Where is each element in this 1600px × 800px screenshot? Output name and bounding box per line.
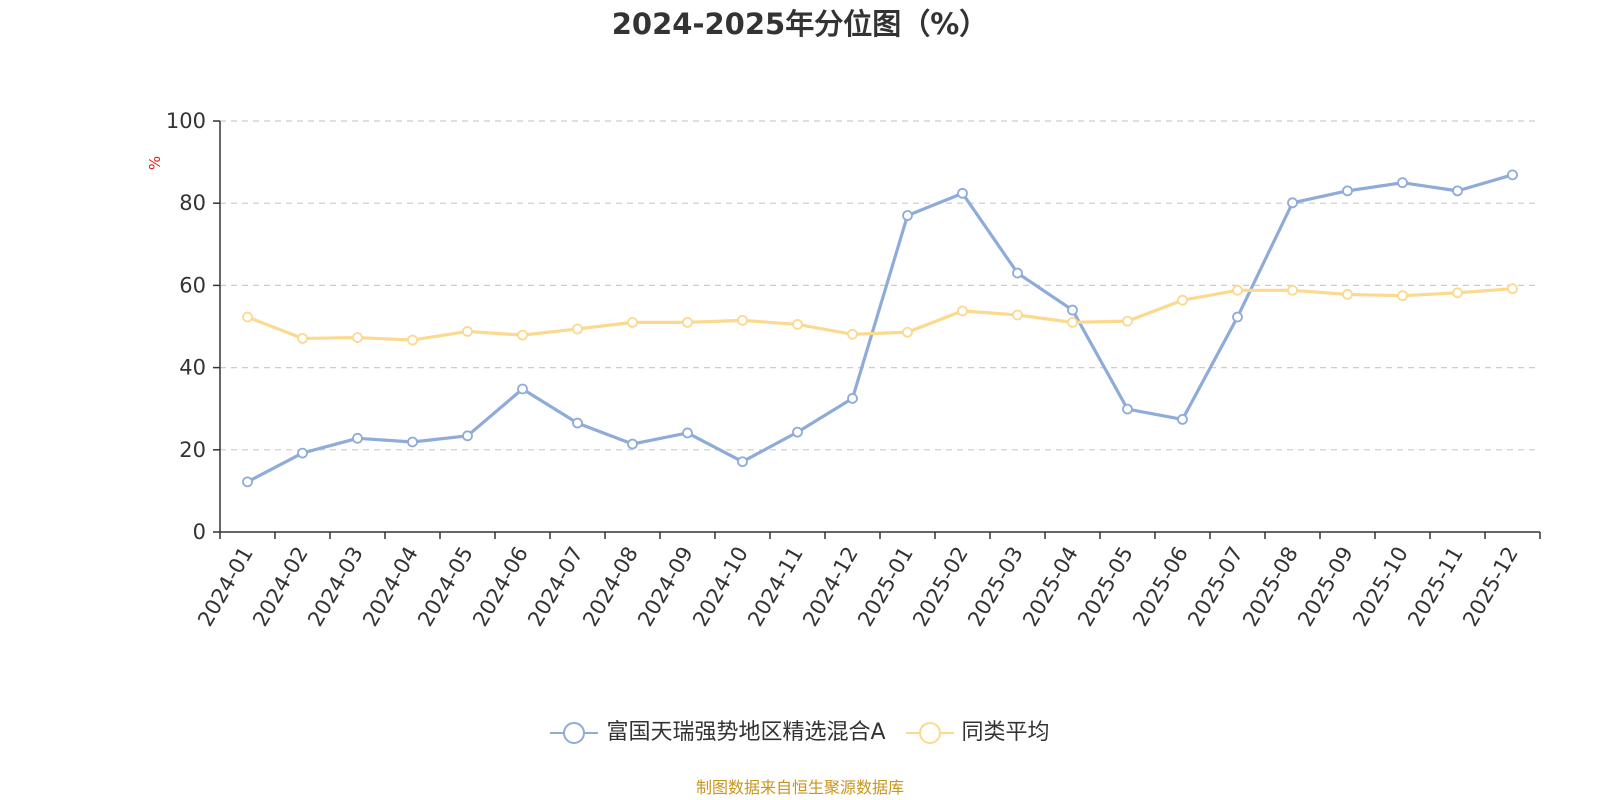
y-axis-label: % <box>146 156 164 170</box>
series-2-point <box>1342 289 1353 300</box>
series-2-point <box>682 316 693 328</box>
legend-marker-series-1 <box>550 722 599 744</box>
series-2-point <box>1067 316 1078 328</box>
series-1-point <box>792 426 803 438</box>
series-1-point <box>572 417 583 429</box>
series-1-point <box>957 187 968 199</box>
legend-label-series-1: 富国天瑞强势地区精选混合A <box>606 720 886 745</box>
series-1-point <box>1232 311 1243 323</box>
series-2-point <box>1397 290 1408 302</box>
series-1-point <box>1122 403 1133 415</box>
series-1-point <box>462 430 473 442</box>
series-1-point <box>1452 185 1463 197</box>
series-1-point <box>407 436 418 448</box>
series-1-point <box>627 438 638 450</box>
y-tick-label: 100 <box>166 109 206 133</box>
legend-item-series-1[interactable]: 富国天瑞强势地区精选混合A <box>550 718 886 748</box>
legend-item-series-2[interactable]: 同类平均 <box>905 718 1050 748</box>
y-tick-label: 20 <box>179 438 206 462</box>
series-2-point <box>957 305 968 317</box>
series-1-point <box>1507 169 1518 181</box>
y-tick-label: 80 <box>179 191 206 215</box>
series-2-point <box>1287 284 1298 296</box>
series-2-point <box>737 314 748 326</box>
series-line-2 <box>245 287 1515 342</box>
grid-lines <box>220 120 1540 451</box>
series-2-point <box>242 311 253 323</box>
series-1-point <box>902 210 913 221</box>
series-line-1 <box>245 173 1515 484</box>
series-2-point <box>792 319 803 330</box>
series-lines <box>242 169 1518 488</box>
series-2-point <box>627 316 638 328</box>
series-1-point <box>682 427 693 439</box>
series-2-point <box>517 329 528 341</box>
series-1-point <box>1177 413 1188 425</box>
series-1-point <box>737 456 748 468</box>
series-2-point <box>572 323 583 335</box>
series-1-point <box>1397 177 1408 189</box>
series-2-point <box>902 326 913 338</box>
series-2-point <box>462 326 473 337</box>
y-tick-label: 0 <box>193 520 206 544</box>
series-2-point <box>1507 283 1518 295</box>
series-2-point <box>1232 284 1243 296</box>
series-1-point <box>352 432 363 444</box>
series-1-point <box>297 447 308 459</box>
series-2-point <box>1177 294 1188 306</box>
series-2-point <box>847 328 858 340</box>
series-1-point <box>517 383 528 395</box>
series-2-point <box>352 332 363 343</box>
legend-label-series-2: 同类平均 <box>961 720 1050 745</box>
y-tick-label: 40 <box>179 356 206 380</box>
series-2-point <box>1122 315 1133 327</box>
series-2-point <box>297 333 308 344</box>
series-1-point <box>1342 185 1353 197</box>
series-2-point <box>1012 309 1023 321</box>
series-2-point <box>1452 287 1463 299</box>
y-tick-label: 60 <box>179 273 206 297</box>
legend: 富国天瑞强势地区精选混合A 同类平均 <box>0 718 1600 748</box>
series-1-point <box>1287 197 1298 209</box>
series-1-point <box>242 476 253 488</box>
legend-marker-series-2 <box>905 722 954 744</box>
series-2-point <box>407 334 418 346</box>
axes: 0204060801002024-012024-022024-032024-04… <box>166 109 1541 631</box>
source-note: 制图数据来自恒生聚源数据库 <box>695 778 904 797</box>
series-1-point <box>1012 267 1023 279</box>
series-1-point <box>847 393 858 404</box>
series-1-point <box>1067 304 1078 316</box>
y-axis-label-group: % <box>146 156 164 170</box>
chart-title: 2024-2025年分位图（%） <box>611 7 989 41</box>
x-tick-label: 2025-12 <box>1458 543 1523 631</box>
